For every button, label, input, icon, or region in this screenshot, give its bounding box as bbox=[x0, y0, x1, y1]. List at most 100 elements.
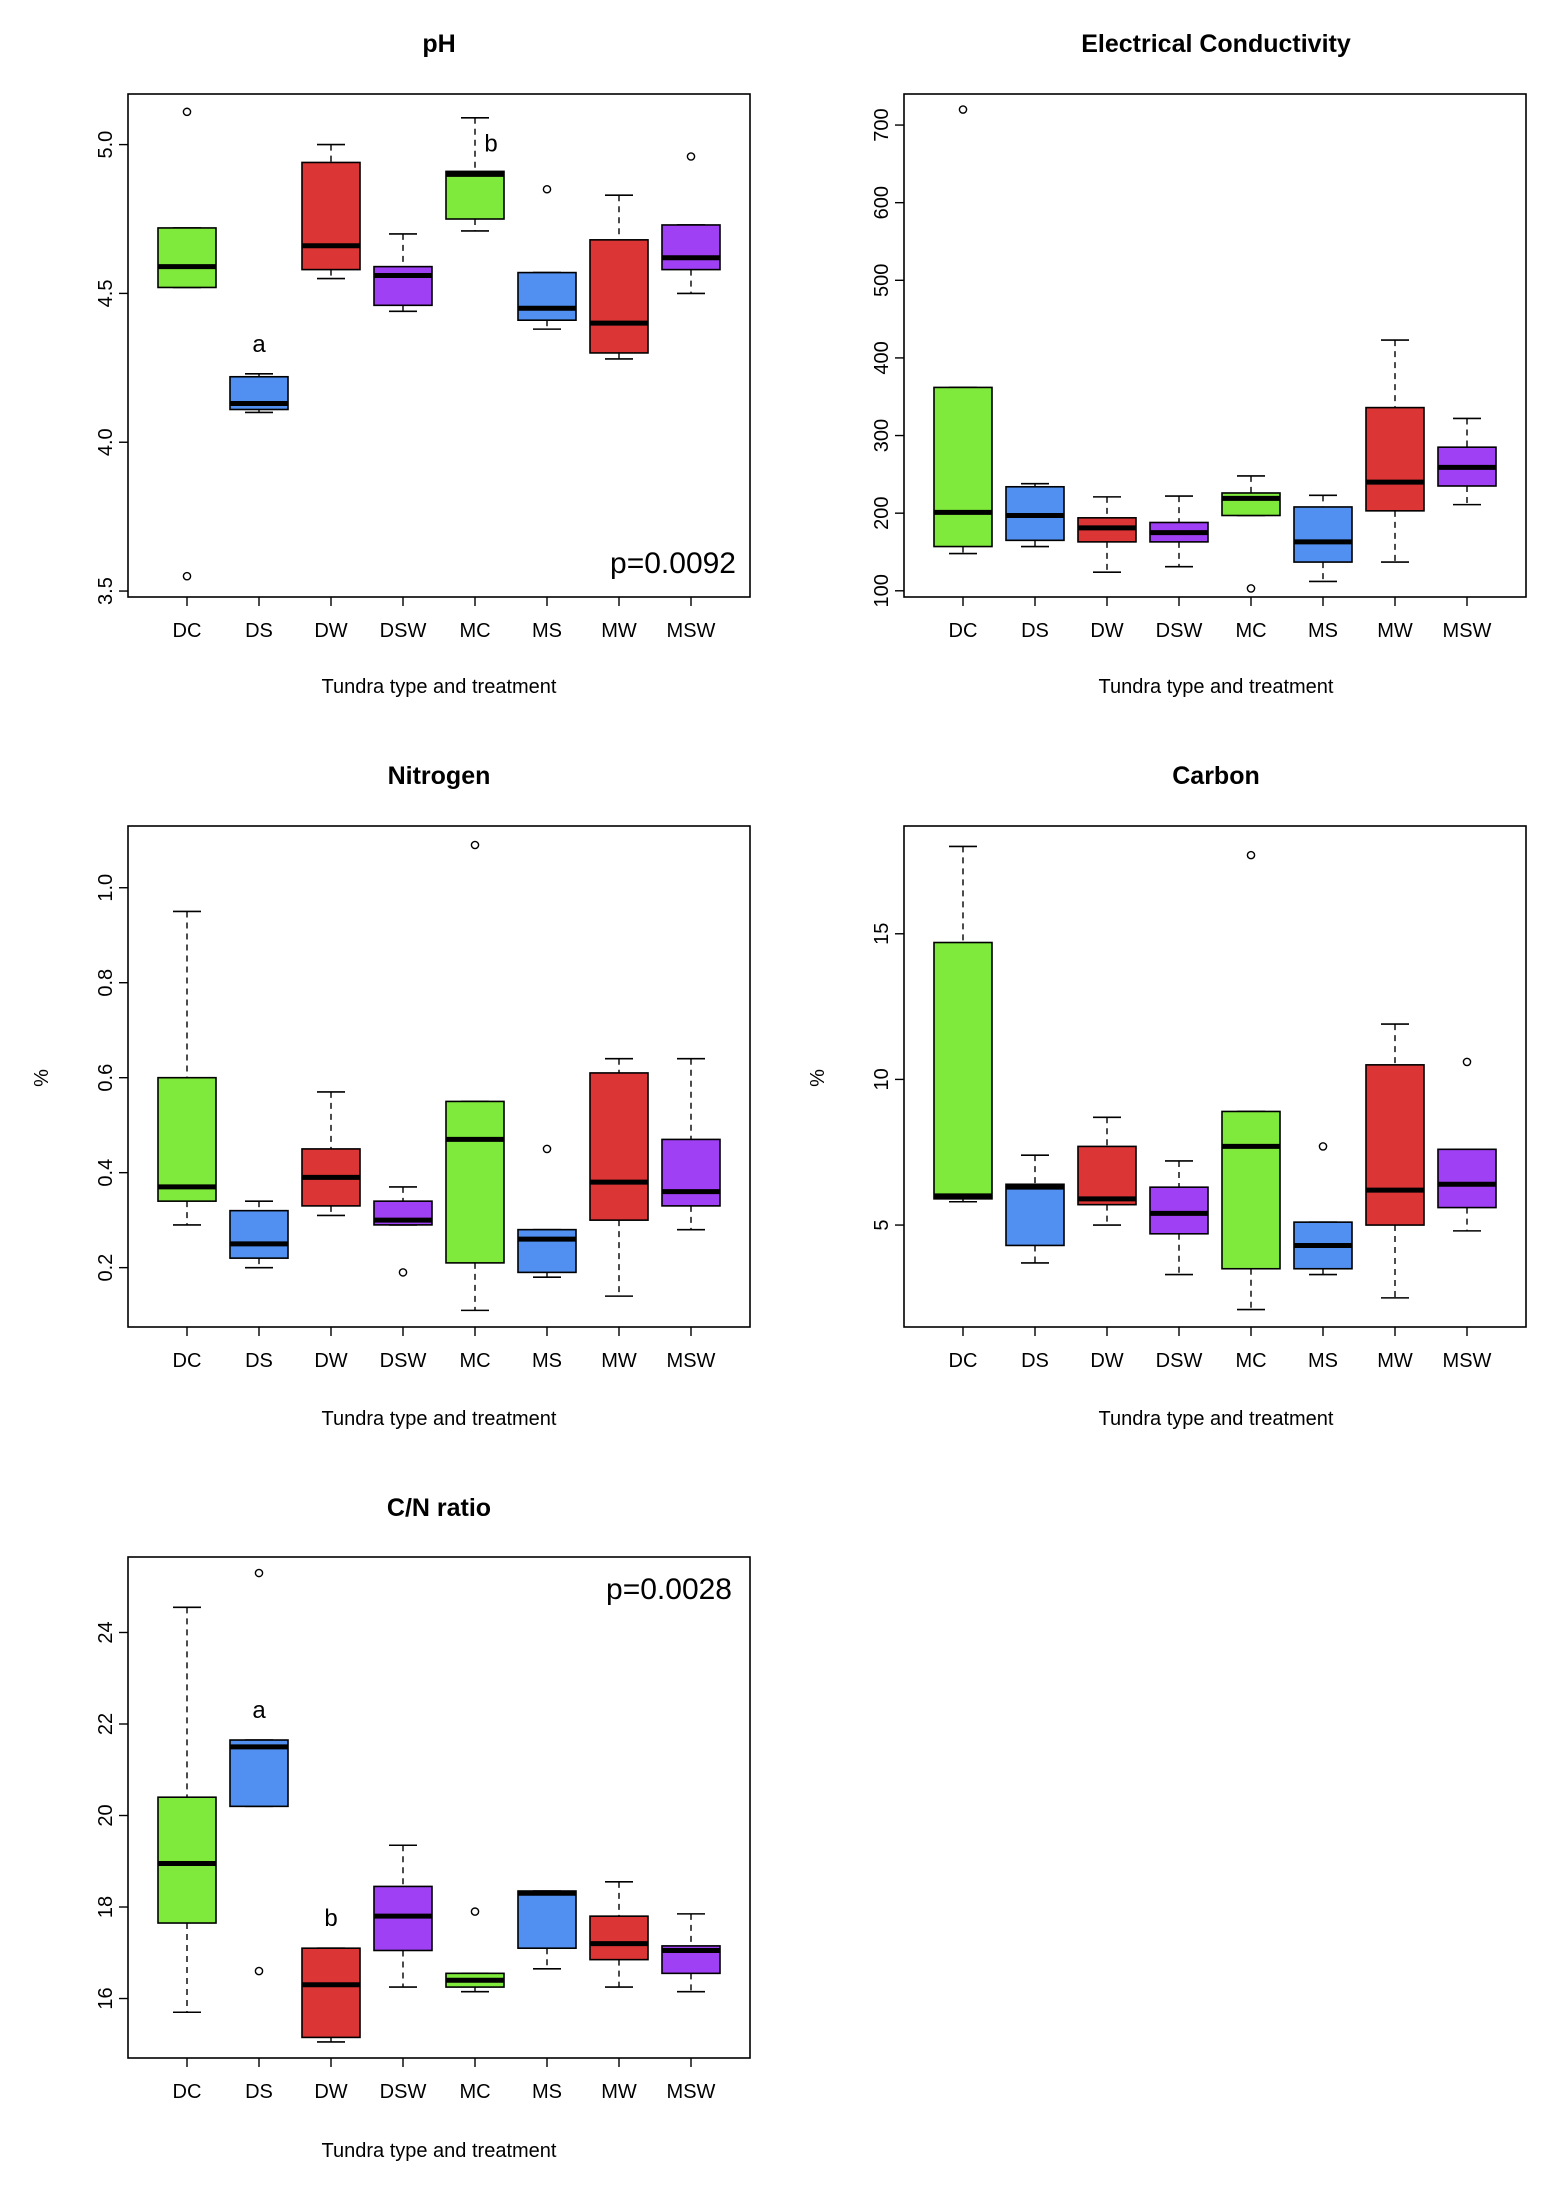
box-MW bbox=[1365, 1064, 1425, 1226]
x-tick-label: DW bbox=[1090, 1350, 1123, 1372]
x-tick-label: DSW bbox=[380, 1350, 427, 1372]
outlier-point bbox=[470, 840, 480, 850]
x-tick-label: MW bbox=[1377, 620, 1413, 642]
outlier-point bbox=[470, 1907, 480, 1916]
plot-frame bbox=[903, 93, 1527, 598]
x-tick-label: MS bbox=[532, 620, 562, 642]
x-tick-label: MS bbox=[1308, 620, 1338, 642]
x-tick-label: DW bbox=[314, 620, 347, 642]
box-DSW bbox=[1149, 1186, 1209, 1235]
y-tick-label: 500 bbox=[871, 264, 893, 297]
outlier-point bbox=[254, 1568, 264, 1578]
outlier-point bbox=[1462, 1057, 1472, 1067]
p-value-annotation: p=0.0028 bbox=[606, 1573, 732, 1606]
x-tick-label: DS bbox=[1021, 620, 1049, 642]
x-tick-label: MSW bbox=[1443, 620, 1492, 642]
outlier-point bbox=[398, 1268, 408, 1277]
x-tick-label: DC bbox=[173, 2081, 202, 2103]
outlier-point bbox=[1318, 1142, 1328, 1151]
outlier-point bbox=[1246, 850, 1256, 860]
y-tick-label: 20 bbox=[95, 1804, 117, 1826]
x-tick-label: MC bbox=[459, 1350, 490, 1372]
box-DC bbox=[157, 227, 217, 289]
box-DC bbox=[933, 941, 993, 1200]
box-DW bbox=[1077, 1145, 1137, 1206]
outlier-point bbox=[542, 1144, 552, 1154]
x-axis-label: Tundra type and treatment bbox=[322, 1408, 557, 1430]
box-DC bbox=[157, 1076, 217, 1202]
y-tick-label: 5.0 bbox=[95, 131, 117, 159]
outlier-point bbox=[182, 571, 192, 581]
outlier-point bbox=[1246, 584, 1256, 593]
chart-title: Electrical Conductivity bbox=[1081, 30, 1351, 58]
y-tick-label: 1.0 bbox=[95, 874, 117, 902]
x-tick-label: DW bbox=[1090, 620, 1123, 642]
x-tick-label: MS bbox=[1308, 1350, 1338, 1372]
y-tick-label: 300 bbox=[871, 419, 893, 452]
outlier-point bbox=[686, 152, 696, 161]
y-tick-label: 0.6 bbox=[95, 1064, 117, 1092]
p-value-annotation: p=0.0092 bbox=[610, 547, 736, 580]
significance-letter: a bbox=[252, 1697, 266, 1724]
y-tick-label: 4.0 bbox=[95, 428, 117, 456]
chart-title: Carbon bbox=[1172, 762, 1260, 790]
box-MC bbox=[445, 170, 505, 220]
y-tick-label: 5 bbox=[871, 1219, 893, 1230]
outlier-point bbox=[254, 1966, 264, 1976]
box-MW bbox=[589, 1072, 649, 1221]
x-tick-label: MC bbox=[1235, 620, 1266, 642]
box-MS bbox=[517, 271, 577, 322]
x-tick-label: MSW bbox=[667, 620, 716, 642]
plot-frame bbox=[127, 825, 751, 1328]
x-tick-label: MSW bbox=[667, 1350, 716, 1372]
box-MC bbox=[445, 1100, 505, 1264]
box-DC bbox=[157, 1796, 217, 1924]
outlier-point bbox=[958, 105, 968, 114]
box-DC bbox=[933, 386, 993, 548]
y-tick-label: 400 bbox=[871, 341, 893, 374]
y-tick-label: 15 bbox=[871, 923, 893, 945]
y-tick-label: 100 bbox=[871, 574, 893, 607]
box-DW bbox=[301, 1947, 361, 2039]
x-tick-label: DSW bbox=[380, 620, 427, 642]
chart-title: Nitrogen bbox=[388, 762, 491, 790]
x-axis-label: Tundra type and treatment bbox=[322, 676, 557, 698]
box-MW bbox=[589, 1915, 649, 1961]
x-tick-label: DSW bbox=[1156, 620, 1203, 642]
chart-title: C/N ratio bbox=[387, 1494, 491, 1522]
x-tick-label: MSW bbox=[1443, 1350, 1492, 1372]
y-tick-label: 24 bbox=[95, 1621, 117, 1643]
panel-carbon: Carbon Tundra type and treatment % 5 10 15… bbox=[807, 762, 1527, 1430]
significance-letter: b bbox=[484, 130, 497, 157]
x-tick-label: MW bbox=[601, 2081, 637, 2103]
x-tick-label: MS bbox=[532, 2081, 562, 2103]
x-tick-label: DW bbox=[314, 2081, 347, 2103]
chart-title: pH bbox=[422, 30, 455, 58]
box-DS bbox=[229, 1739, 289, 1808]
y-tick-label: 10 bbox=[871, 1068, 893, 1090]
panel-cn-ratio: C/N ratio Tundra type and treatment p=0.… bbox=[95, 1494, 751, 2162]
box-DSW bbox=[373, 265, 433, 307]
x-tick-label: DS bbox=[245, 2081, 273, 2103]
y-tick-label: 200 bbox=[871, 496, 893, 529]
y-axis-label: % bbox=[807, 1069, 829, 1087]
panel-ph: pH Tundra type and treatment p=0.0092 3.… bbox=[95, 30, 751, 698]
box-MC bbox=[1221, 1110, 1281, 1270]
y-tick-label: 4.5 bbox=[95, 280, 117, 308]
plot-frame bbox=[127, 1556, 751, 2059]
x-tick-label: DC bbox=[173, 620, 202, 642]
x-tick-label: DSW bbox=[380, 2081, 427, 2103]
y-tick-label: 0.8 bbox=[95, 969, 117, 997]
panel-nitrogen: Nitrogen Tundra type and treatment % 0.2… bbox=[31, 762, 751, 1430]
x-tick-label: DS bbox=[245, 620, 273, 642]
box-DS bbox=[1005, 1183, 1065, 1247]
x-tick-label: MSW bbox=[667, 2081, 716, 2103]
plot-frame bbox=[903, 825, 1527, 1328]
y-tick-label: 0.2 bbox=[95, 1254, 117, 1282]
x-tick-label: MS bbox=[532, 1350, 562, 1372]
x-tick-label: MC bbox=[1235, 1350, 1266, 1372]
x-tick-label: MW bbox=[601, 620, 637, 642]
x-tick-label: MC bbox=[459, 620, 490, 642]
y-tick-label: 16 bbox=[95, 1987, 117, 2009]
